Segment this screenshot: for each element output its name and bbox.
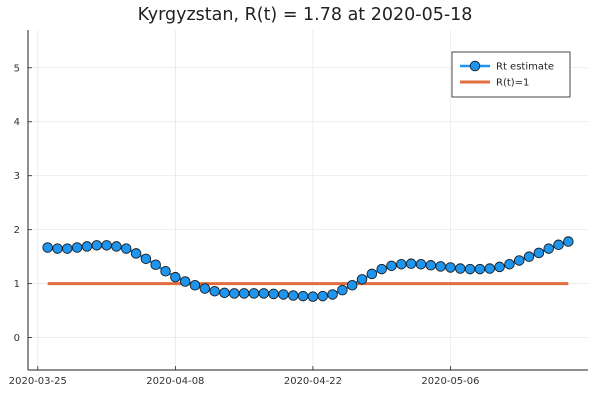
- rt-estimate-point: [199, 283, 211, 294]
- rt-estimate-point: [317, 290, 328, 302]
- rt-estimate-point: [376, 263, 387, 275]
- rt-estimate-point: [229, 288, 240, 299]
- y-tick-label: 5: [14, 63, 20, 74]
- rt-estimate-point: [62, 243, 73, 254]
- rt-estimate-point: [435, 261, 446, 272]
- y-tick-label: 2: [14, 225, 20, 236]
- legend-swatch-estimate-marker: [469, 60, 481, 72]
- y-tick-label: 3: [14, 171, 20, 182]
- x-tick-label: 2020-04-08: [146, 376, 204, 387]
- rt-estimate-point: [120, 243, 132, 254]
- rt-estimate-point: [52, 243, 63, 254]
- axes: [27, 30, 588, 371]
- rt-estimate-point: [209, 285, 220, 297]
- legend-box: [451, 51, 571, 98]
- rt-estimate-point: [396, 258, 407, 270]
- rt-estimate-point: [179, 276, 191, 287]
- rt-estimate-point: [258, 288, 270, 299]
- rt-estimate-point: [189, 280, 201, 291]
- rt-estimate-point: [494, 261, 505, 273]
- rt-estimate-point: [130, 248, 142, 259]
- rt-estimate-point: [81, 241, 93, 252]
- rt-estimate-point: [415, 258, 427, 270]
- rt-estimate-point: [268, 288, 279, 300]
- rt-estimate-point: [238, 288, 250, 299]
- y-tick-label: 4: [14, 117, 20, 128]
- legend-label-estimate: Rt estimate: [496, 62, 554, 73]
- rt-estimate-point: [553, 239, 564, 251]
- rt-estimate-point: [474, 263, 486, 275]
- rt-estimate-point: [346, 280, 358, 291]
- rt-estimate-point: [356, 274, 368, 285]
- rt-estimate-point: [513, 255, 525, 266]
- x-tick-label: 2020-05-06: [421, 376, 479, 387]
- y-tick-label: 0: [14, 333, 20, 344]
- rt-estimate-point: [297, 290, 309, 302]
- rt-estimate-point: [278, 289, 289, 300]
- x-tick-label: 2020-03-25: [9, 376, 67, 387]
- rt-estimate-point: [543, 243, 554, 254]
- rt-estimate-point: [150, 259, 161, 271]
- rt-estimate-point: [288, 290, 299, 301]
- rt-estimate-point: [386, 260, 397, 272]
- rt-estimate-point: [366, 268, 378, 280]
- legend-label-threshold: R(t)=1: [496, 78, 529, 89]
- rt-estimate-point: [71, 242, 83, 253]
- rt-estimate-point: [445, 262, 456, 273]
- rt-estimate-point: [248, 288, 260, 299]
- y-tick-label: 1: [14, 279, 20, 290]
- rt-estimate-point: [484, 263, 496, 274]
- rt-estimate-point: [563, 236, 574, 247]
- chart-title: Kyrgyzstan, R(t) = 1.78 at 2020-05-18: [138, 5, 473, 25]
- rt-estimate-point: [101, 240, 112, 251]
- rt-estimate-point: [160, 265, 171, 277]
- rt-estimate-point: [337, 284, 348, 296]
- legend: Rt estimate R(t)=1: [451, 51, 571, 98]
- rt-estimate-point: [42, 242, 53, 253]
- rt-estimate-point: [504, 258, 515, 270]
- tick-labels: 0 1 2 3 4 5 2020-03-25 2020-04-08 2020-04-22 2020…: [9, 63, 480, 387]
- series: [42, 236, 574, 302]
- rt-estimate-point: [111, 241, 122, 252]
- rt-estimate-point: [455, 263, 466, 274]
- rt-estimate-point: [327, 289, 338, 300]
- rt-estimate-point: [307, 291, 319, 302]
- x-tick-label: 2020-04-22: [284, 376, 342, 387]
- rt-estimate-point: [140, 253, 152, 265]
- rt-estimate-point: [464, 263, 476, 275]
- rt-estimate-point: [91, 240, 103, 251]
- rt-estimate-point: [170, 271, 181, 283]
- rt-estimate-point: [425, 260, 437, 271]
- rt-estimate-point: [523, 251, 535, 262]
- rt-estimate-point: [219, 287, 230, 299]
- rt-estimate-point: [533, 247, 545, 259]
- rt-estimate-point: [405, 258, 417, 269]
